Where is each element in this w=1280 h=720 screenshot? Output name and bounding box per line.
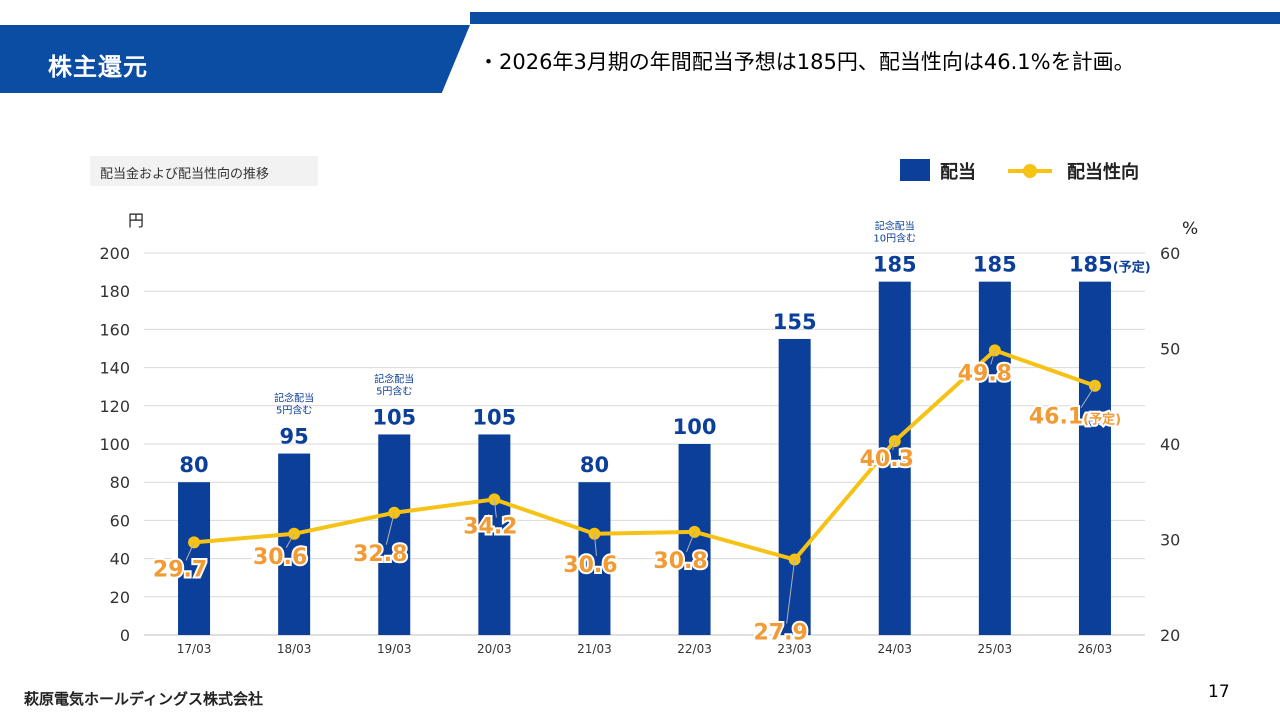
leader-line [285,533,295,549]
leader-line [1080,385,1096,409]
y-right-axis-label: % [1182,219,1198,239]
x-tick-label: 19/03 [377,642,412,656]
x-tick-label: 23/03 [777,642,812,656]
dividend-bar [478,434,511,635]
leader-line [493,499,497,518]
dividend-bar [778,338,811,635]
x-tick-label: 25/03 [978,642,1013,656]
payout-ratio-label: 32.8 [353,542,407,567]
y-left-tick-label: 60 [110,511,130,530]
page-title: 株主還元 [48,53,148,81]
payout-ratio-label: 49.8 [958,361,1012,386]
x-tick-label: 21/03 [577,642,612,656]
payout-ratio-label: 30.6 [563,553,617,578]
bar-value-label: 185 [973,253,1017,277]
payout-ratio-label: 40.3 [860,447,914,472]
payout-ratio-label: 30.6 [253,545,307,570]
bar-value-label: 155 [773,310,817,334]
y-left-tick-label: 80 [110,473,130,492]
y-left-tick-label: 120 [99,397,130,416]
header-stripe [470,12,1280,24]
x-tick-label: 26/03 [1078,642,1113,656]
payout-ratio-label: 34.2 [463,514,517,539]
leader-line [686,531,696,553]
bar-value-label: 80 [179,453,208,477]
y-right-tick-label: 50 [1160,340,1180,359]
y-right-tick-label: 30 [1160,531,1180,550]
header-banner [0,25,470,93]
y-left-tick-label: 180 [99,282,130,301]
y-right-tick-label: 60 [1160,244,1180,263]
headline: ・2026年3月期の年間配当予想は185円、配当性向は46.1%を計画。 [478,50,1135,74]
y-left-tick-label: 160 [99,320,130,339]
bar-value-label: 80 [580,453,609,477]
leader-line [593,533,597,556]
payout-ratio-label: 29.7 [153,557,207,582]
payout-ratio-label: 46.1(予定) [1029,405,1121,430]
leader-line [385,512,395,545]
page-number: 17 [1208,682,1230,702]
bar-value-label: 185(予定) [1069,253,1151,277]
dividend-bar [978,281,1011,635]
x-tick-label: 24/03 [877,642,912,656]
forecast-suffix: (予定) [1113,260,1151,276]
y-left-tick-label: 0 [120,626,130,645]
y-left-tick-label: 200 [99,244,130,263]
x-tick-label: 22/03 [677,642,712,656]
annotation-line2: 5円含む [276,404,312,417]
y-left-tick-label: 140 [99,359,130,378]
dividend-bar [878,281,911,635]
x-tick-label: 17/03 [177,642,212,656]
dividend-bar [1078,281,1111,635]
annotation-line2: 10円含む [873,232,916,245]
leader-line [786,559,796,624]
dividend-bar [378,434,411,635]
y-left-tick-label: 20 [110,588,130,607]
annotation-line1: 記念配当 [374,372,414,385]
legend-line-label: 配当性向 [1067,161,1139,183]
payout-ratio-label: 30.8 [653,549,707,574]
payout-ratio-line [193,348,1096,562]
payout-ratio-label: 27.9 [754,621,808,646]
x-tick-label: 18/03 [277,642,312,656]
bar-value-label: 105 [472,405,516,429]
bar-value-label: 95 [280,425,309,449]
leader-line [185,542,195,561]
dividend-bar [178,482,211,635]
legend-bar-label: 配当 [940,161,976,183]
annotation-line1: 記念配当 [875,220,915,233]
legend-bar-swatch [900,159,930,181]
dividend-bar [678,444,711,635]
dividend-bar [578,482,611,635]
bar-value-label: 185 [873,253,917,277]
annotation-line1: 記念配当 [274,392,314,405]
bar-value-label: 100 [673,415,717,439]
y-right-tick-label: 20 [1160,626,1180,645]
leader-line [990,350,996,365]
leader-line [892,441,896,451]
dividend-bar [278,453,311,635]
y-right-tick-label: 40 [1160,435,1180,454]
x-tick-label: 20/03 [477,642,512,656]
chart-title-box: 配当金および配当性向の推移 [90,156,318,186]
company-name: 萩原電気ホールディングス株式会社 [24,690,263,708]
chart-title: 配当金および配当性向の推移 [100,167,270,182]
y-left-axis-label: 円 [128,211,144,230]
forecast-suffix: (予定) [1083,412,1121,428]
y-left-tick-label: 40 [110,550,130,569]
bar-value-label: 105 [372,405,416,429]
y-left-tick-label: 100 [99,435,130,454]
legend-line-marker [1023,164,1037,178]
annotation-line2: 5円含む [376,384,412,397]
